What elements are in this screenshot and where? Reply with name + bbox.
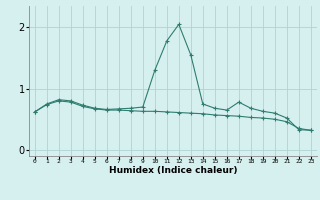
- X-axis label: Humidex (Indice chaleur): Humidex (Indice chaleur): [108, 166, 237, 175]
